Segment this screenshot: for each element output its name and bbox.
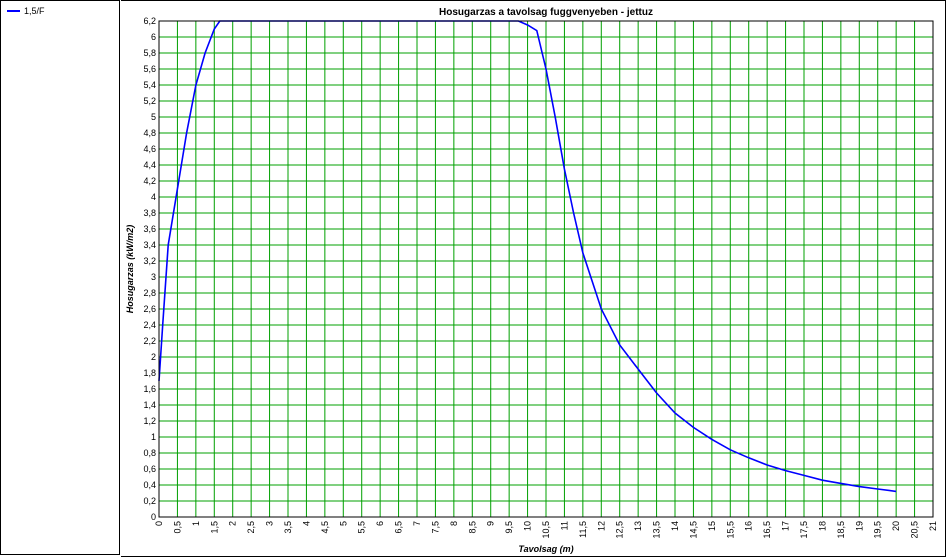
y-tick-label: 4,8	[143, 128, 156, 138]
x-tick-label: 16	[744, 521, 754, 531]
y-tick-label: 4,4	[143, 160, 156, 170]
y-tick-label: 2,6	[143, 304, 156, 314]
y-tick-labels: 0 0,2 0,4 0,6 0,8 1 1,2 1,4 1,6 1,8 2 2,2 2,4 2,6 2,8 3…	[143, 16, 156, 522]
y-tick-label: 4,2	[143, 176, 156, 186]
y-tick-label: 0,6	[143, 464, 156, 474]
y-tick-label: 2	[151, 352, 156, 362]
x-tick-label: 6,5	[394, 521, 404, 534]
y-tick-label: 3,4	[143, 240, 156, 250]
y-tick-label: 5,4	[143, 80, 156, 90]
y-tick-label: 3,8	[143, 208, 156, 218]
y-tick-label: 0,8	[143, 448, 156, 458]
plot-frame	[158, 20, 934, 518]
x-tick-label: 19,5	[873, 521, 883, 539]
x-tick-label: 18	[817, 521, 827, 531]
x-tick-label: 20,5	[910, 521, 920, 539]
y-tick-label: 1	[151, 432, 156, 442]
legend-panel: 1,5/F	[0, 0, 120, 555]
x-tick-label: 3,5	[283, 521, 293, 534]
y-tick-label: 2,2	[143, 336, 156, 346]
x-tick-label: 5	[338, 521, 348, 526]
y-tick-label: 0,2	[143, 496, 156, 506]
series-group	[158, 20, 897, 493]
x-tick-label: 11,5	[578, 521, 588, 538]
y-tick-label: 6	[151, 32, 156, 42]
x-axis-label: Tavolsag (m)	[518, 544, 573, 554]
x-tick-label: 8	[449, 521, 459, 526]
x-tick-label: 9,5	[504, 521, 514, 534]
x-tick-label: 5,5	[357, 521, 367, 534]
x-tick-label: 15	[707, 521, 717, 531]
x-tick-label: 10,5	[541, 521, 551, 539]
y-tick-label: 4	[151, 192, 156, 202]
x-tick-labels: 0 0,5 1 1,5 2 2,5 3 3,5 4 4,5 5 5,5 6 6,5 7 7,5 8 8,5 9 9,5…	[154, 521, 938, 539]
y-tick-label: 4,6	[143, 144, 156, 154]
y-tick-label: 5,8	[143, 48, 156, 58]
legend-swatch	[7, 10, 20, 12]
chart-title: Hosugarzas a tavolsag fuggvenyeben - jet…	[439, 7, 653, 18]
y-tick-label: 5	[151, 112, 156, 122]
grid	[158, 20, 934, 518]
x-tick-label: 12,5	[615, 521, 625, 539]
x-tick-label: 17	[781, 521, 791, 531]
x-tick-label: 16,5	[762, 521, 772, 539]
x-tick-label: 9	[486, 521, 496, 526]
x-tick-label: 4,5	[320, 521, 330, 534]
chart-panel: Hosugarzas a tavolsag fuggvenyeben - jet…	[121, 0, 946, 557]
x-tick-label: 15,5	[725, 521, 735, 539]
x-tick-label: 2,5	[246, 521, 256, 534]
x-tick-label: 14	[670, 521, 680, 531]
x-tick-label: 10	[523, 521, 533, 531]
x-tick-label: 21	[928, 521, 938, 531]
x-tick-label: 13,5	[652, 521, 662, 539]
y-tick-label: 1,6	[143, 384, 156, 394]
y-tick-label: 3,2	[143, 256, 156, 266]
x-tick-label: 17,5	[799, 521, 809, 539]
x-tick-label: 1,5	[209, 521, 219, 534]
x-tick-label: 3	[265, 521, 275, 526]
x-tick-label: 2	[228, 521, 238, 526]
x-tick-label: 8,5	[467, 521, 477, 534]
y-tick-label: 3,6	[143, 224, 156, 234]
x-tick-label: 6	[375, 521, 385, 526]
y-tick-label: 5,6	[143, 64, 156, 74]
y-tick-label: 2,4	[143, 320, 156, 330]
legend-item: 1,5/F	[7, 6, 45, 16]
x-tick-label: 14,5	[688, 521, 698, 539]
x-tick-label: 7	[412, 521, 422, 526]
y-tick-label: 5,2	[143, 96, 156, 106]
x-tick-label: 0,5	[172, 521, 182, 534]
x-tick-label: 12	[596, 521, 606, 531]
y-tick-label: 0,4	[143, 480, 156, 490]
y-tick-label: 3	[151, 272, 156, 282]
y-tick-label: 2,8	[143, 288, 156, 298]
legend-label: 1,5/F	[24, 6, 45, 16]
x-tick-label: 19	[854, 521, 864, 531]
x-tick-label: 18,5	[836, 521, 846, 539]
y-tick-label: 6,2	[143, 16, 156, 26]
series-line	[158, 20, 897, 493]
x-tick-label: 1	[191, 521, 201, 526]
y-tick-label: 1,8	[143, 368, 156, 378]
x-tick-label: 7,5	[430, 521, 440, 534]
y-axis-label: Hosugarzas (kW/m2)	[125, 225, 135, 314]
x-tick-label: 4	[301, 521, 311, 526]
x-tick-label: 20	[891, 521, 901, 531]
y-tick-label: 1,2	[143, 416, 156, 426]
y-tick-label: 1,4	[143, 400, 156, 410]
x-tick-label: 0	[154, 521, 164, 526]
x-tick-label: 13	[633, 521, 643, 531]
x-tick-label: 11	[559, 521, 569, 530]
y-tick-label: 0	[151, 512, 156, 522]
chart-svg: Hosugarzas a tavolsag fuggvenyeben - jet…	[125, 7, 938, 554]
